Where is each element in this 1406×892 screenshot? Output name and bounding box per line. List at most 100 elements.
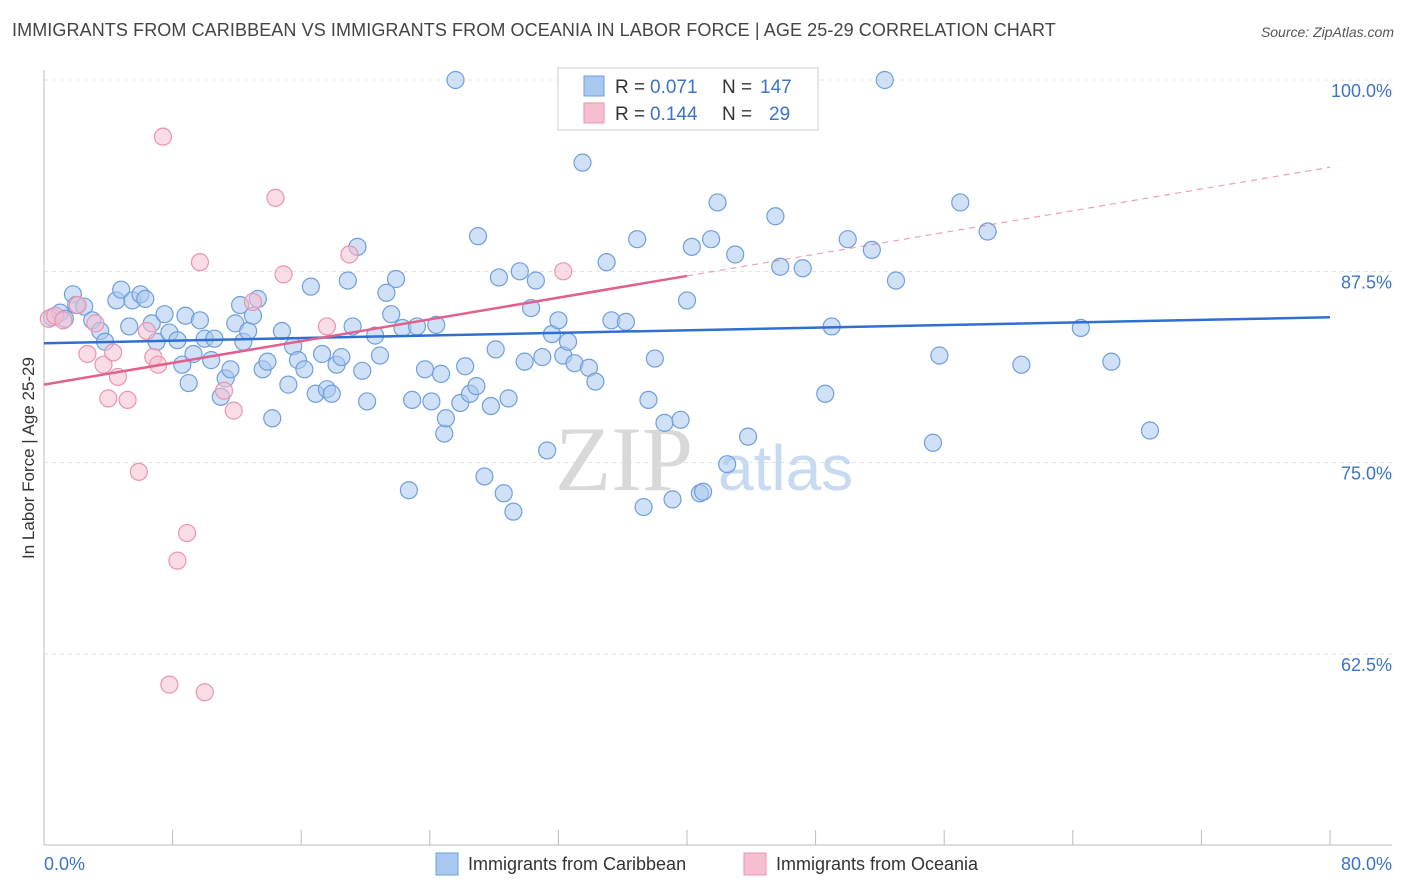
point-caribbean bbox=[526, 271, 545, 290]
point-caribbean bbox=[456, 357, 475, 376]
point-caribbean bbox=[726, 245, 745, 264]
y-tick-label: 75.0% bbox=[1341, 464, 1392, 484]
point-caribbean bbox=[338, 271, 357, 290]
point-caribbean bbox=[370, 346, 390, 365]
point-caribbean bbox=[386, 269, 406, 289]
point-caribbean bbox=[628, 230, 647, 249]
point-caribbean bbox=[427, 315, 446, 335]
point-caribbean bbox=[978, 222, 997, 241]
point-caribbean bbox=[489, 268, 509, 287]
point-caribbean bbox=[573, 153, 592, 172]
grid bbox=[44, 79, 1392, 655]
point-caribbean bbox=[671, 410, 690, 429]
point-caribbean bbox=[677, 291, 697, 310]
point-caribbean bbox=[312, 344, 332, 364]
point-oceania bbox=[274, 265, 293, 284]
point-oceania bbox=[137, 321, 156, 341]
y-tick-label: 62.5% bbox=[1341, 655, 1392, 675]
point-caribbean bbox=[738, 427, 758, 446]
point-caribbean bbox=[263, 409, 282, 428]
point-caribbean bbox=[663, 490, 682, 509]
point-caribbean bbox=[120, 317, 139, 336]
point-caribbean bbox=[358, 392, 377, 411]
point-caribbean bbox=[112, 280, 131, 299]
point-caribbean bbox=[862, 240, 881, 260]
point-oceania bbox=[177, 523, 197, 543]
point-caribbean bbox=[332, 347, 351, 367]
legend-n-label-2: N = bbox=[722, 104, 752, 125]
point-caribbean bbox=[655, 413, 674, 432]
point-caribbean bbox=[295, 360, 314, 379]
point-caribbean bbox=[515, 352, 534, 371]
point-oceania bbox=[86, 314, 105, 333]
point-caribbean bbox=[816, 384, 835, 403]
point-caribbean bbox=[533, 347, 552, 367]
trend-oceania bbox=[43, 274, 688, 386]
point-caribbean bbox=[499, 389, 518, 408]
point-oceania bbox=[118, 390, 137, 410]
series-legend: Immigrants from Caribbean Immigrants fro… bbox=[435, 852, 979, 876]
point-caribbean bbox=[272, 321, 292, 341]
y-tick-labels: 62.5% 75.0% 87.5% 100.0% bbox=[1331, 81, 1392, 675]
point-caribbean bbox=[481, 396, 500, 416]
point-caribbean bbox=[639, 390, 658, 410]
x-tick-label-max: 80.0% bbox=[1341, 854, 1392, 874]
point-oceania bbox=[78, 344, 97, 364]
point-oceania bbox=[54, 311, 73, 330]
point-caribbean bbox=[1012, 355, 1031, 374]
point-oceania bbox=[266, 188, 285, 207]
point-caribbean bbox=[399, 481, 419, 500]
point-caribbean bbox=[538, 441, 557, 460]
point-caribbean bbox=[1071, 318, 1090, 338]
point-oceania bbox=[340, 245, 359, 264]
x-ticks bbox=[172, 830, 1331, 845]
point-oceania bbox=[168, 551, 187, 570]
point-caribbean bbox=[682, 237, 701, 256]
point-oceania bbox=[554, 262, 573, 281]
trend-caribbean bbox=[43, 316, 1331, 345]
point-caribbean bbox=[702, 230, 721, 249]
legend-r-value-2: 0.144 bbox=[650, 104, 698, 125]
point-caribbean bbox=[258, 352, 277, 371]
point-caribbean bbox=[377, 283, 396, 302]
x-tick-label-min: 0.0% bbox=[44, 854, 85, 874]
point-caribbean bbox=[382, 305, 401, 324]
point-caribbean bbox=[353, 361, 372, 380]
watermark-atlas: atlas bbox=[718, 432, 853, 504]
point-caribbean bbox=[467, 377, 486, 396]
point-oceania bbox=[224, 401, 243, 420]
point-caribbean bbox=[951, 193, 970, 212]
legend-n-value-1: 147 bbox=[760, 77, 792, 98]
point-caribbean bbox=[923, 433, 943, 452]
point-caribbean bbox=[494, 484, 513, 503]
point-caribbean bbox=[504, 502, 523, 521]
legend-n-label-1: N = bbox=[722, 77, 752, 98]
point-caribbean bbox=[634, 497, 653, 517]
bottom-legend-swatch-caribbean bbox=[435, 852, 459, 876]
point-caribbean bbox=[422, 392, 441, 411]
point-oceania bbox=[94, 355, 113, 374]
legend-swatch-pink bbox=[583, 102, 605, 124]
point-caribbean bbox=[886, 271, 906, 290]
point-oceania bbox=[153, 127, 173, 146]
point-oceania bbox=[68, 295, 87, 315]
legend-r-label-2: R = bbox=[615, 104, 645, 125]
point-caribbean bbox=[793, 259, 812, 278]
point-caribbean bbox=[486, 340, 505, 359]
point-caribbean bbox=[597, 253, 616, 272]
point-caribbean bbox=[838, 230, 857, 249]
bottom-legend-caribbean: Immigrants from Caribbean bbox=[468, 854, 686, 874]
y-axis-title: In Labor Force | Age 25-29 bbox=[19, 357, 38, 559]
point-caribbean bbox=[766, 207, 785, 226]
point-caribbean bbox=[435, 424, 454, 443]
point-oceania bbox=[104, 343, 123, 362]
legend-n-value-2: 29 bbox=[769, 104, 790, 125]
point-caribbean bbox=[1140, 421, 1160, 440]
point-oceania bbox=[243, 292, 263, 312]
point-caribbean bbox=[708, 193, 727, 212]
point-caribbean bbox=[693, 482, 713, 501]
point-oceania bbox=[129, 462, 148, 481]
point-caribbean bbox=[403, 390, 422, 410]
point-caribbean bbox=[468, 227, 488, 246]
point-caribbean bbox=[475, 467, 494, 486]
